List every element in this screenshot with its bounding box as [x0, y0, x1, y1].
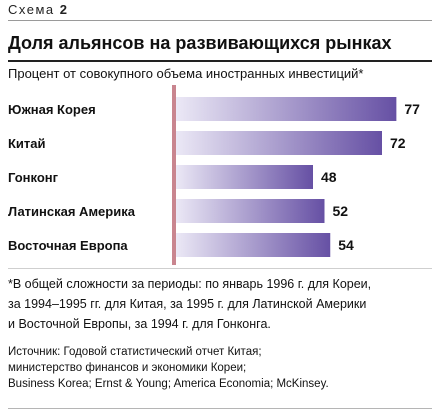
figure-label: Схема 2	[8, 2, 69, 17]
bar	[175, 131, 382, 155]
source-line: Источник: Годовой статистический отчет К…	[8, 346, 262, 358]
footnote: *В общей сложности за периоды: по январь…	[8, 274, 436, 334]
bar-chart: Южная Корея Китай Гонконг Латинская Америка…	[8, 85, 420, 265]
footnote-line: *В общей сложности за периоды: по январь…	[8, 277, 372, 291]
bar	[175, 233, 331, 257]
category-label: Восточная Европа	[8, 238, 128, 253]
chart-title: Доля альянсов на развивающихся рынках	[8, 33, 392, 53]
category-label: Гонконг	[8, 170, 59, 185]
chart-baseline	[172, 85, 176, 265]
notes-divider	[8, 268, 432, 269]
category-label: Латинская Америка	[8, 204, 136, 219]
value-label: 48	[321, 169, 337, 185]
bar	[175, 165, 313, 189]
source-line: Business Korea; Ernst & Young; America E…	[8, 378, 329, 390]
value-label: 52	[333, 203, 349, 219]
chart-subtitle: Процент от совокупного объема иностранны…	[8, 66, 364, 81]
category-label: Южная Корея	[8, 102, 96, 117]
value-label: 77	[404, 101, 420, 117]
figure-label-number: 2	[59, 2, 69, 17]
value-label: 54	[338, 237, 354, 253]
values-layer: 77 72 48 52 54	[321, 101, 420, 253]
footnote-line: и Восточной Европы, за 1994 г. для Гонко…	[8, 317, 271, 331]
source-line: министерство финансов и экономики Кореи;	[8, 362, 247, 374]
category-label: Китай	[8, 136, 46, 151]
value-label: 72	[390, 135, 406, 151]
footnote-line: за 1994–1995 гг. для Китая, за 1995 г. д…	[8, 297, 367, 311]
figure-label-word: Схема	[8, 2, 55, 17]
source-note: Источник: Годовой статистический отчет К…	[8, 344, 436, 392]
labels-layer: Южная Корея Китай Гонконг Латинская Америка…	[8, 102, 136, 253]
top-divider	[8, 20, 432, 21]
bars-layer	[175, 97, 397, 257]
bottom-divider	[8, 408, 432, 409]
bar	[175, 199, 325, 223]
bar	[175, 97, 397, 121]
title-divider	[8, 60, 432, 62]
